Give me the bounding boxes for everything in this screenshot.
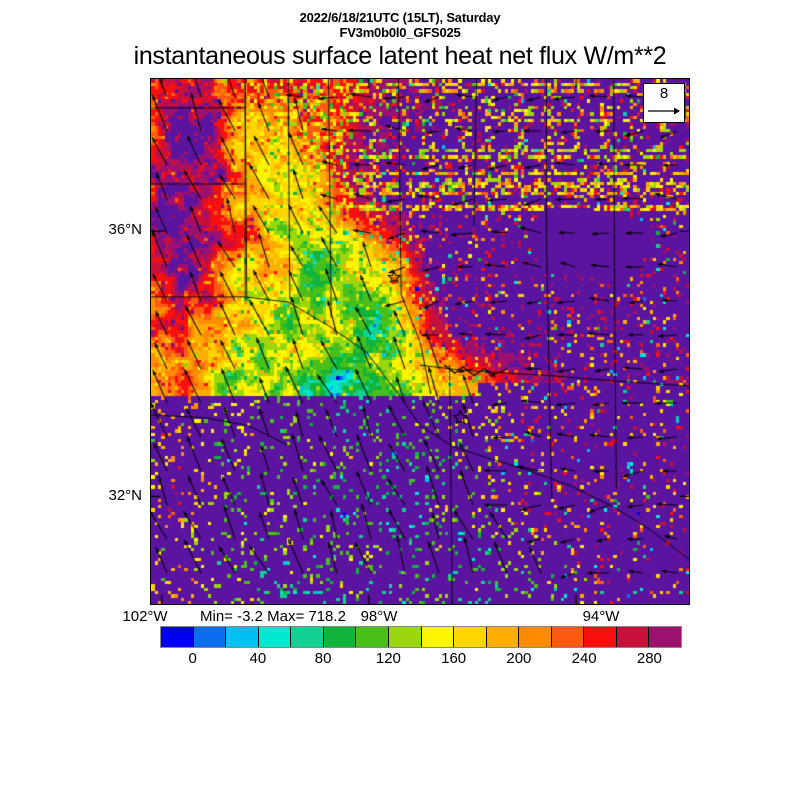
lat-label-36n: 36°N xyxy=(108,221,142,238)
colorbar-segment xyxy=(616,627,650,647)
page-title: instantaneous surface latent heat net fl… xyxy=(133,42,667,70)
map-plot-area[interactable]: 8 xyxy=(150,78,690,605)
subtitle-model: FV3m0b0l0_GFS025 xyxy=(339,25,461,40)
colorbar-tick-label: 0 xyxy=(188,650,197,667)
colorbar-segment xyxy=(486,627,520,647)
colorbar-segments xyxy=(160,626,682,648)
colorbar-tick-label: 280 xyxy=(636,650,662,667)
colorbar-segment xyxy=(323,627,357,647)
arrow-right-icon xyxy=(648,107,680,115)
flux-heatmap-raster xyxy=(151,79,689,604)
colorbar: 0 40 80 120 160 200 240 280 xyxy=(160,626,682,667)
colorbar-segment xyxy=(519,627,552,647)
lon-label-94w: 94°W xyxy=(582,608,620,625)
colorbar-tick-labels: 0 40 80 120 160 200 240 280 xyxy=(160,650,682,670)
colorbar-tick-label: 120 xyxy=(375,650,401,667)
colorbar-tick-label: 200 xyxy=(506,650,532,667)
title-block: 2022/6/18/21UTC (15LT), Saturday FV3m0b0… xyxy=(0,10,800,70)
colorbar-segment xyxy=(161,627,194,647)
lat-label-32n: 32°N xyxy=(108,487,142,504)
colorbar-segment xyxy=(258,627,292,647)
colorbar-tick-label: 80 xyxy=(314,650,332,667)
colorbar-tick-label: 240 xyxy=(571,650,597,667)
colorbar-segment xyxy=(291,627,324,647)
lon-label-102w: 102°W xyxy=(122,608,168,625)
lon-label-98w: 98°W xyxy=(360,608,398,625)
wind-vector-legend: 8 xyxy=(643,83,685,123)
colorbar-segment xyxy=(649,627,681,647)
colorbar-segment xyxy=(454,627,487,647)
colorbar-segment xyxy=(551,627,585,647)
minmax-annotation: Min= -3.2 Max= 718.2 xyxy=(200,608,346,625)
subtitle-datetime: 2022/6/18/21UTC (15LT), Saturday xyxy=(299,10,501,25)
colorbar-segment xyxy=(584,627,617,647)
wind-vector-legend-value: 8 xyxy=(659,85,669,102)
colorbar-segment xyxy=(388,627,422,647)
colorbar-tick-label: 160 xyxy=(441,650,467,667)
colorbar-tick-label: 40 xyxy=(249,650,267,667)
colorbar-segment xyxy=(356,627,389,647)
colorbar-segment xyxy=(226,627,259,647)
colorbar-segment xyxy=(421,627,455,647)
colorbar-segment xyxy=(193,627,227,647)
